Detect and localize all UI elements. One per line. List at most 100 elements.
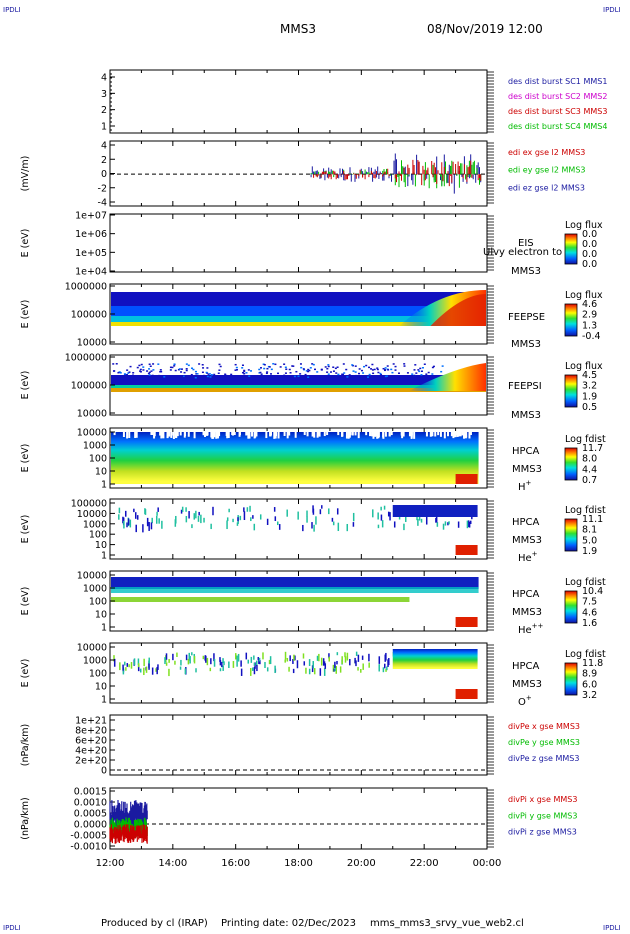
y-axis-label: (nPa/km) xyxy=(20,724,31,767)
heatmap-speckle xyxy=(417,369,420,371)
heatmap-gap xyxy=(233,432,236,436)
heatmap-gap xyxy=(273,432,276,439)
heatmap-speckle xyxy=(140,363,143,366)
footer-script-name: mms_mms3_srvy_vue_web2.cl xyxy=(370,918,524,929)
colorbar xyxy=(564,447,578,481)
heatmap-speckle xyxy=(321,505,323,509)
heatmap-speckle xyxy=(243,507,245,512)
heatmap-speckle xyxy=(191,524,193,529)
heatmap-speckle xyxy=(378,375,381,377)
heatmap-speckle xyxy=(352,512,355,522)
heatmap-gap xyxy=(160,432,163,439)
heatmap-speckle xyxy=(188,511,190,519)
colorbar-tick-label: 5.0 xyxy=(582,535,597,546)
heatmap-speckle xyxy=(136,515,139,520)
corner-label-bottom-left: IPDLI xyxy=(3,924,21,932)
heatmap-speckle xyxy=(230,373,233,376)
y-tick-label: 1e+04 xyxy=(75,267,107,278)
heatmap-speckle xyxy=(148,363,151,366)
heatmap-gap xyxy=(183,432,186,438)
heatmap-speckle xyxy=(414,364,417,366)
heatmap-gap xyxy=(212,432,215,436)
heatmap-hot xyxy=(455,474,478,484)
heatmap-speckle xyxy=(163,376,166,378)
heatmap-gap xyxy=(193,432,196,439)
heatmap-speckle xyxy=(312,661,315,669)
y-axis-label: E (eV) xyxy=(20,444,31,473)
spacecraft-label: MMS3 xyxy=(511,339,541,350)
heatmap-speckle xyxy=(295,370,298,373)
spacecraft-title: MMS3 xyxy=(280,22,316,36)
heatmap-speckle xyxy=(352,370,355,372)
heatmap-speckle xyxy=(241,371,244,374)
y-tick-label: 1 xyxy=(101,623,107,634)
heatmap-speckle xyxy=(122,664,124,671)
y-tick-label: 100000 xyxy=(71,381,107,392)
colorbar-title: Log fdist xyxy=(565,434,606,445)
heatmap-speckle xyxy=(217,372,220,375)
heatmap-speckle xyxy=(320,657,323,666)
heatmap-speckle xyxy=(386,666,388,671)
heatmap-speckle xyxy=(193,656,196,664)
heatmap-speckle xyxy=(346,652,349,661)
colorbar-tick-label: 11.1 xyxy=(582,514,603,525)
heatmap-speckle xyxy=(260,373,263,375)
colorbar-title: Log fdist xyxy=(565,649,606,660)
heatmap-speckle xyxy=(319,668,322,676)
heatmap-speckle xyxy=(195,373,198,375)
heatmap-speckle xyxy=(289,655,291,662)
colorbar-tick-label: 3.2 xyxy=(582,690,597,701)
heatmap-gap xyxy=(456,432,459,437)
heatmap-speckle xyxy=(126,522,128,528)
heatmap-speckle xyxy=(418,514,421,521)
heatmap-speckle xyxy=(148,663,150,670)
heatmap-speckle xyxy=(222,658,224,663)
heatmap-gap xyxy=(347,432,350,439)
heatmap-gap xyxy=(313,432,316,438)
y-tick-label: -0.0010 xyxy=(70,842,107,853)
heatmap-speckle xyxy=(447,522,449,526)
heatmap-speckle xyxy=(343,372,346,374)
heatmap-speckle xyxy=(344,656,347,663)
heatmap-speckle xyxy=(126,374,129,376)
colorbar-tick-label: 0.5 xyxy=(582,402,597,413)
heatmap-speckle xyxy=(368,653,370,662)
heatmap-speckle xyxy=(336,652,339,656)
colorbar xyxy=(564,590,578,624)
heatmap-speckle xyxy=(266,667,269,672)
y-tick-label: 1000 xyxy=(83,441,107,452)
heatmap-speckle xyxy=(249,505,251,512)
heatmap-speckle xyxy=(266,367,269,370)
heatmap-speckle xyxy=(379,376,382,378)
heatmap-speckle xyxy=(273,507,276,512)
heatmap-speckle xyxy=(305,667,307,674)
heatmap-speckle xyxy=(327,373,330,375)
panel-frame-2 xyxy=(109,140,488,207)
heatmap-speckle xyxy=(288,368,291,371)
heatmap-enhancement xyxy=(408,363,486,391)
heatmap-speckle xyxy=(371,363,374,366)
heatmap-speckle xyxy=(467,520,470,528)
heatmap-speckle xyxy=(239,515,242,521)
heatmap-speckle xyxy=(335,372,338,374)
colorbar-tick-label: 8.9 xyxy=(582,669,597,680)
colorbar xyxy=(564,374,578,408)
heatmap-speckle xyxy=(112,363,115,365)
heatmap-speckle xyxy=(253,662,256,666)
heatmap-speckle xyxy=(179,666,182,670)
heatmap-speckle xyxy=(172,653,174,661)
heatmap-gap xyxy=(161,432,164,438)
heatmap-gap xyxy=(253,432,256,439)
heatmap-speckle xyxy=(146,517,149,524)
heatmap-speckle xyxy=(195,668,197,673)
colorbar-tick-label: 3.2 xyxy=(582,381,597,392)
heatmap-speckle xyxy=(354,365,357,367)
heatmap-speckle xyxy=(362,372,365,374)
heatmap-speckle xyxy=(243,511,246,521)
heatmap-speckle xyxy=(274,363,277,366)
heatmap-speckle xyxy=(139,368,142,371)
y-tick-label: 4 xyxy=(101,73,107,84)
heatmap-speckle xyxy=(335,666,337,674)
heatmap-speckle xyxy=(158,374,161,377)
heatmap-gap xyxy=(245,432,248,436)
